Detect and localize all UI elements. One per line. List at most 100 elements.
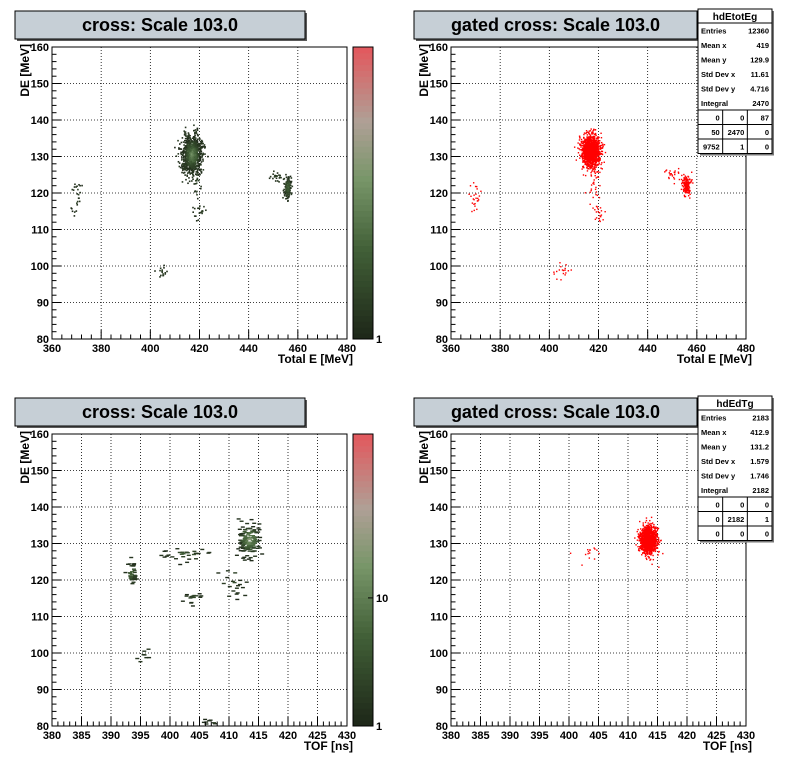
data-point [240, 586, 245, 589]
data-point [650, 550, 653, 552]
data-point [283, 191, 285, 194]
data-point [287, 177, 290, 179]
data-point [583, 140, 586, 142]
data-point [193, 144, 196, 147]
data-point [473, 198, 475, 201]
data-point [589, 161, 591, 163]
data-point [596, 171, 599, 173]
data-point [587, 163, 589, 166]
stats-name: hdEtotEg [713, 12, 757, 23]
data-point [76, 202, 78, 204]
data-point [189, 149, 192, 152]
data-point [196, 193, 198, 196]
data-point [657, 551, 660, 553]
data-point [163, 267, 165, 269]
data-point [174, 558, 179, 560]
data-point [241, 544, 246, 547]
data-point [592, 163, 594, 165]
data-point [653, 523, 655, 526]
data-point [189, 141, 192, 144]
data-point [581, 149, 584, 151]
y-tick-label: 100 [430, 261, 448, 273]
data-point [162, 550, 167, 553]
color-bar-band [353, 105, 373, 112]
data-point [196, 177, 199, 180]
data-point [243, 536, 248, 538]
data-point [247, 550, 252, 552]
data-point [651, 563, 653, 566]
data-point [468, 193, 470, 196]
data-point [192, 165, 195, 168]
data-point [586, 170, 589, 172]
data-point [594, 174, 596, 177]
data-point [598, 152, 600, 155]
data-point [240, 540, 245, 543]
data-point [583, 160, 585, 163]
y-axis-title: DE [MeV] [18, 431, 32, 484]
data-point [592, 149, 594, 151]
data-point [655, 533, 658, 535]
data-point [684, 185, 687, 188]
data-point [588, 143, 591, 146]
data-point [180, 141, 183, 144]
data-point [640, 544, 642, 547]
data-point [645, 524, 648, 527]
data-point [599, 215, 601, 217]
data-point [583, 133, 585, 136]
data-point [283, 182, 285, 185]
data-point [645, 552, 647, 555]
data-point [638, 539, 641, 541]
data-point [658, 543, 660, 546]
data-point [199, 157, 202, 160]
data-point [598, 160, 600, 162]
data-point [272, 177, 274, 180]
data-point [202, 158, 204, 161]
stats-grid-cell: 0 [765, 530, 769, 539]
data-point [177, 139, 179, 142]
data-point [565, 264, 567, 266]
data-point [594, 188, 597, 191]
data-point [598, 163, 600, 166]
data-point [650, 552, 653, 554]
data-point [288, 186, 291, 189]
x-tick-label: 420 [589, 343, 607, 355]
data-point [683, 187, 686, 190]
data-point [596, 158, 598, 160]
data-point [686, 181, 689, 184]
data-point [193, 215, 196, 217]
data-point [586, 156, 588, 159]
data-point [187, 167, 189, 170]
data-point [592, 154, 594, 156]
data-point [651, 542, 653, 545]
data-point [592, 207, 594, 209]
data-point [684, 184, 686, 187]
data-point [654, 550, 656, 553]
data-point [638, 534, 640, 536]
data-point [651, 547, 653, 549]
data-point [642, 522, 644, 524]
data-point [183, 132, 186, 134]
stats-value: 11.61 [751, 70, 769, 79]
data-point [639, 531, 641, 534]
data-point [592, 143, 595, 145]
data-point [588, 146, 591, 149]
color-bar-label: 1 [376, 721, 382, 733]
data-point [595, 138, 598, 140]
data-point [198, 596, 203, 598]
data-point [288, 180, 291, 182]
data-point [583, 141, 585, 143]
data-point [194, 148, 197, 150]
data-point [197, 158, 200, 161]
data-point [290, 187, 292, 190]
data-point [189, 159, 192, 162]
data-point [183, 144, 185, 146]
data-point [196, 150, 199, 152]
data-point [587, 147, 590, 149]
data-point [128, 572, 133, 575]
data-point [654, 536, 657, 539]
color-bar-band [353, 303, 373, 311]
data-point [648, 542, 650, 545]
data-point [649, 529, 652, 532]
data-point [582, 152, 584, 154]
data-point [159, 267, 162, 270]
